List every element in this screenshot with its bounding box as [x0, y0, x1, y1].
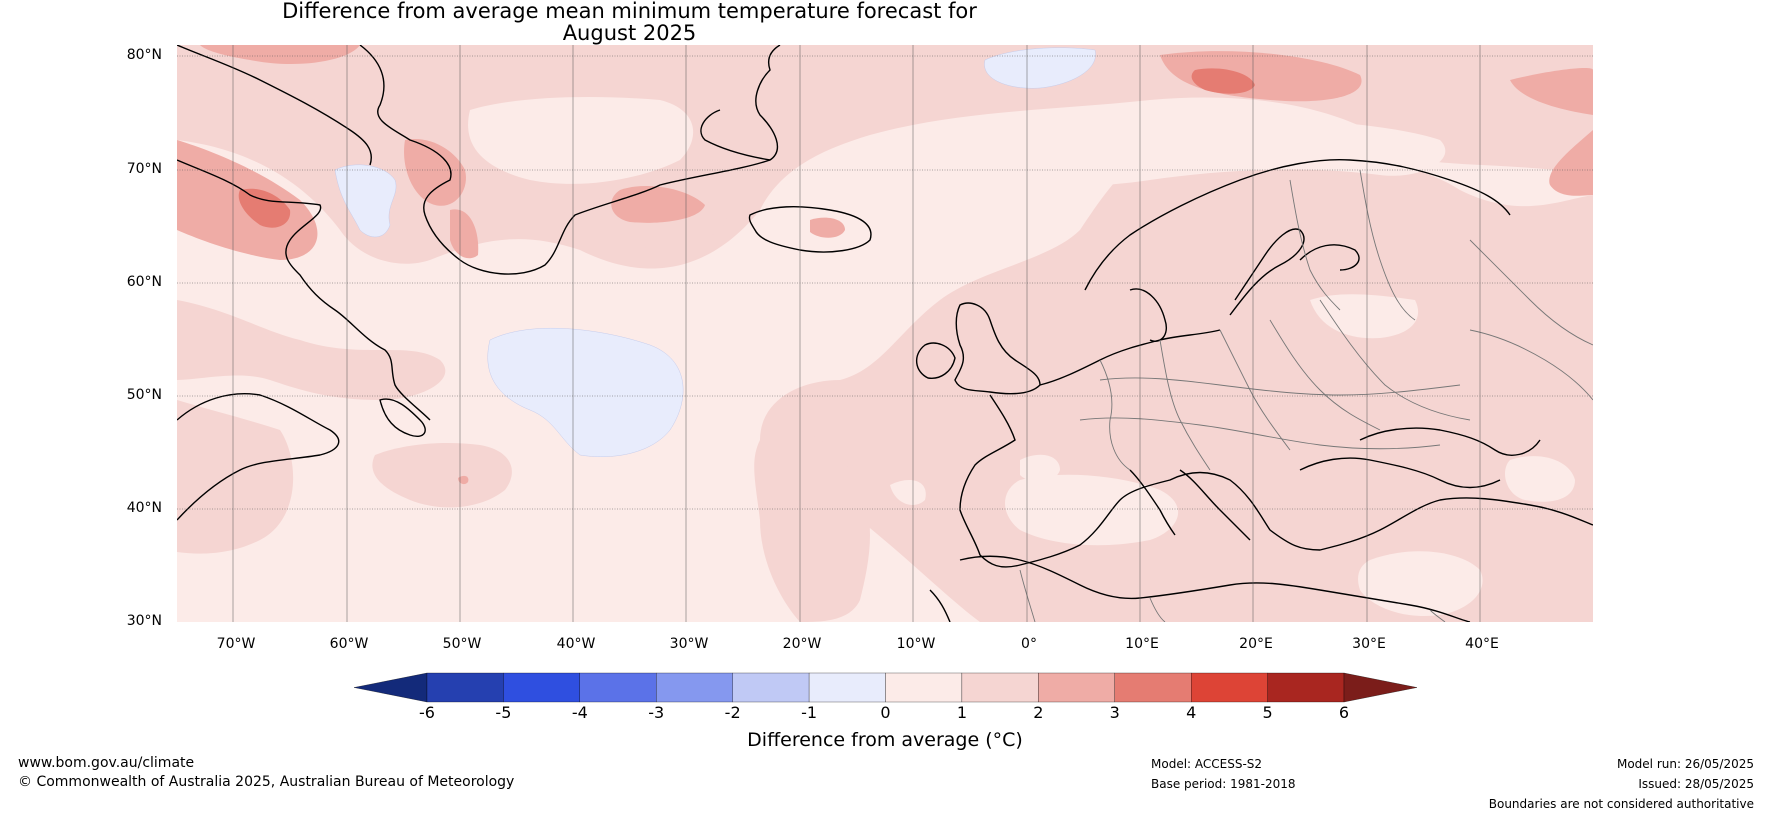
lon-label-40e: 40°E — [1465, 636, 1499, 652]
lon-label-0: 0° — [1021, 636, 1037, 652]
lon-label-60w: 60°W — [329, 636, 369, 652]
longitude-gridlines — [232, 45, 1481, 622]
national-boundaries — [1019, 169, 1593, 622]
colorbar-cell — [503, 672, 580, 703]
lat-label-30n: 30°N — [126, 613, 162, 629]
colorbar-cell — [885, 672, 963, 703]
colorbar-tick-label: -1 — [801, 703, 818, 722]
colorbar-tick-label: -4 — [571, 703, 588, 722]
lon-label-50w: 50°W — [442, 636, 482, 652]
colorbar-cell — [1038, 672, 1115, 703]
lat-label-70n: 70°N — [126, 161, 162, 177]
latitude-gridlines — [177, 55, 1593, 510]
anomaly-field-3-4 — [238, 68, 1255, 228]
lon-label-10e: 10°E — [1125, 636, 1159, 652]
colorbar-cell — [426, 672, 504, 703]
model-run-text: Model run: 26/05/2025 — [1616, 757, 1754, 771]
lat-label-80n: 80°N — [126, 47, 162, 63]
copyright-text: © Commonwealth of Australia 2025, Austra… — [18, 774, 515, 790]
title-line-1: Difference from average mean minimum tem… — [282, 0, 977, 23]
temperature-anomaly-map — [177, 45, 1593, 622]
colorbar-extend-low — [353, 672, 428, 703]
model-text: Model: ACCESS-S2 — [1151, 757, 1263, 771]
lon-label-20e: 20°E — [1239, 636, 1273, 652]
colorbar-cell — [656, 672, 733, 703]
disclaimer-text: Boundaries are not considered authoritat… — [1488, 797, 1754, 811]
lat-label-50n: 50°N — [126, 387, 162, 403]
colorbar-tick-label: 3 — [1109, 703, 1120, 722]
colorbar-extend-high — [1343, 672, 1418, 703]
lat-label-40n: 40°N — [126, 500, 162, 516]
title-line-2: August 2025 — [562, 21, 697, 45]
anomaly-field-minus1-0 — [334, 47, 1096, 457]
colorbar-tick-label: 2 — [1033, 703, 1044, 722]
colorbar-tick-label: -2 — [724, 703, 741, 722]
colorbar-tick-label: 4 — [1186, 703, 1197, 722]
colorbar-tick-label: -6 — [419, 703, 435, 722]
colorbar-cell — [1191, 672, 1268, 703]
colorbar — [353, 672, 1418, 703]
website-text: www.bom.gov.au/climate — [18, 755, 195, 771]
lon-label-30w: 30°W — [669, 636, 709, 652]
colorbar-cell — [1114, 672, 1192, 703]
lon-label-20w: 20°W — [782, 636, 822, 652]
lon-label-30e: 30°E — [1352, 636, 1386, 652]
colorbar-tick-label: 1 — [956, 703, 967, 722]
colorbar-cell — [579, 672, 657, 703]
colorbar-cell — [1267, 672, 1345, 703]
colorbar-tick-label: 6 — [1338, 703, 1350, 722]
lat-label-60n: 60°N — [126, 274, 162, 290]
colorbar-cell — [808, 672, 886, 703]
colorbar-tick-label: 0 — [880, 703, 891, 722]
colorbar-tick-label: 5 — [1262, 703, 1273, 722]
colorbar-cell — [961, 672, 1039, 703]
colorbar-tick-label: -3 — [648, 703, 665, 722]
colorbar-cell — [732, 672, 810, 703]
colorbar-tick-label: -5 — [495, 703, 512, 722]
lon-label-70w: 70°W — [216, 636, 256, 652]
issued-text: Issued: 28/05/2025 — [1638, 777, 1754, 791]
lon-label-40w: 40°W — [556, 636, 596, 652]
anomaly-field-0-1-patches — [468, 97, 1575, 616]
coastlines — [177, 45, 1593, 622]
base-period-text: Base period: 1981-2018 — [1151, 777, 1296, 791]
colorbar-label: Difference from average (°C) — [747, 729, 1023, 751]
lon-label-10w: 10°W — [896, 636, 936, 652]
